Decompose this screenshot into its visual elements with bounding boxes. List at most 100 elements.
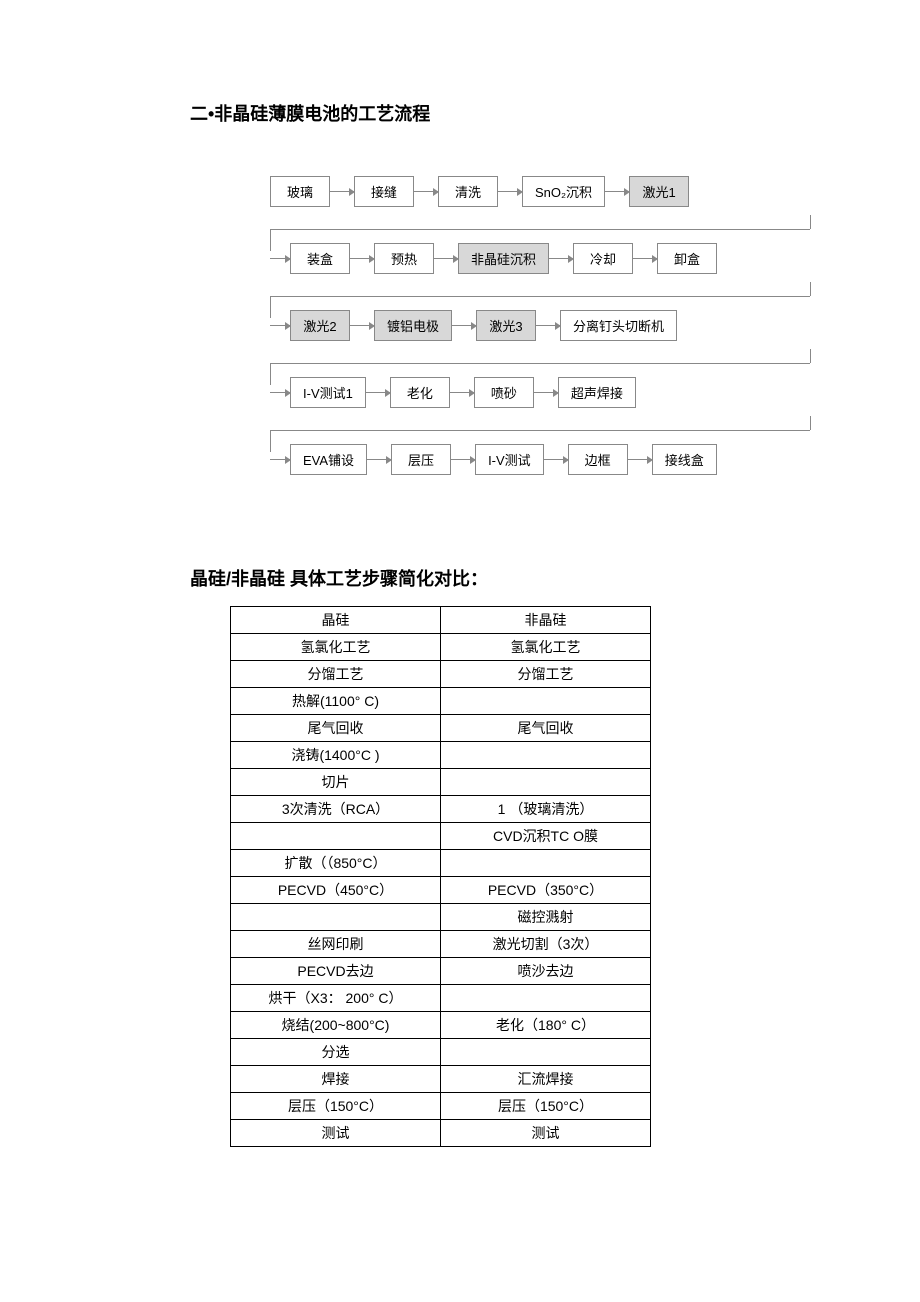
table-row: PECVD（450°C）PECVD（350°C） xyxy=(231,877,651,904)
table-cell: 喷沙去边 xyxy=(441,958,651,985)
table-cell xyxy=(441,1039,651,1066)
arrow-right-icon xyxy=(633,258,657,259)
flow-box: 老化 xyxy=(390,377,450,408)
table-cell: 热解(1100° C) xyxy=(231,688,441,715)
table-cell: 层压（150°C） xyxy=(441,1093,651,1120)
table-cell: PECVD（350°C） xyxy=(441,877,651,904)
flow-box: 分离钉头切断机 xyxy=(560,310,677,341)
table-row: 烘干（X3： 200° C） xyxy=(231,985,651,1012)
table-cell: 烘干（X3： 200° C） xyxy=(231,985,441,1012)
arrow-right-icon xyxy=(270,325,290,326)
table-cell: 丝网印刷 xyxy=(231,931,441,958)
table-cell: 尾气回收 xyxy=(231,715,441,742)
flow-connector xyxy=(270,416,850,444)
flow-connector xyxy=(270,215,850,243)
table-cell: 切片 xyxy=(231,769,441,796)
flow-box: 超声焊接 xyxy=(558,377,636,408)
arrow-right-icon xyxy=(366,392,390,393)
table-cell: CVD沉积TC O膜 xyxy=(441,823,651,850)
table-cell: PECVD（450°C） xyxy=(231,877,441,904)
table-row: 烧结(200~800°C)老化（180° C） xyxy=(231,1012,651,1039)
table-cell: 烧结(200~800°C) xyxy=(231,1012,441,1039)
arrow-right-icon xyxy=(350,325,374,326)
arrow-right-icon xyxy=(434,258,458,259)
table-cell: 测试 xyxy=(441,1120,651,1147)
table-cell: 分选 xyxy=(231,1039,441,1066)
flow-box: 预热 xyxy=(374,243,434,274)
subheading: 晶硅/非晶硅 具体工艺步骤简化对比： xyxy=(190,565,850,591)
table-header-cell: 非晶硅 xyxy=(441,607,651,634)
table-row: 扩散（（850°C） xyxy=(231,850,651,877)
process-flowchart: 玻璃接缝清洗SnO₂沉积激光1装盒预热非晶硅沉积冷却卸盒激光2镀铝电极激光3分离… xyxy=(270,176,850,475)
table-cell xyxy=(231,904,441,931)
arrow-right-icon xyxy=(270,392,290,393)
flow-box: I-V测试 xyxy=(475,444,544,475)
table-row: CVD沉积TC O膜 xyxy=(231,823,651,850)
arrow-right-icon xyxy=(414,191,438,192)
flow-box: 接线盒 xyxy=(652,444,717,475)
flow-box: 激光1 xyxy=(629,176,689,207)
table-row: 层压（150°C）层压（150°C） xyxy=(231,1093,651,1120)
page-heading: 二•非晶硅薄膜电池的工艺流程 xyxy=(190,100,850,126)
flow-connector xyxy=(270,349,850,377)
table-cell xyxy=(441,688,651,715)
flow-box: 镀铝电极 xyxy=(374,310,452,341)
flow-connector xyxy=(270,282,850,310)
flow-row: I-V测试1 老化喷砂超声焊接 xyxy=(270,377,850,408)
table-row: 浇铸(1400°C ) xyxy=(231,742,651,769)
arrow-right-icon xyxy=(534,392,558,393)
flow-box: 卸盒 xyxy=(657,243,717,274)
table-cell: 磁控溅射 xyxy=(441,904,651,931)
table-row: 焊接汇流焊接 xyxy=(231,1066,651,1093)
table-row: 分馏工艺分馏工艺 xyxy=(231,661,651,688)
table-cell xyxy=(441,742,651,769)
table-row: 测试测试 xyxy=(231,1120,651,1147)
arrow-right-icon xyxy=(628,459,652,460)
table-cell: 氢氯化工艺 xyxy=(441,634,651,661)
flow-box: SnO₂沉积 xyxy=(522,176,605,207)
arrow-right-icon xyxy=(452,325,476,326)
flow-box: 激光3 xyxy=(476,310,536,341)
flow-box: 层压 xyxy=(391,444,451,475)
table-cell: 老化（180° C） xyxy=(441,1012,651,1039)
table-header-cell: 晶硅 xyxy=(231,607,441,634)
table-cell: 1 （玻璃清洗） xyxy=(441,796,651,823)
arrow-right-icon xyxy=(270,459,290,460)
table-cell: 测试 xyxy=(231,1120,441,1147)
table-cell xyxy=(441,985,651,1012)
table-cell: 层压（150°C） xyxy=(231,1093,441,1120)
table-row: 切片 xyxy=(231,769,651,796)
table-cell xyxy=(231,823,441,850)
table-cell: 汇流焊接 xyxy=(441,1066,651,1093)
flow-box: 冷却 xyxy=(573,243,633,274)
table-cell: 氢氯化工艺 xyxy=(231,634,441,661)
arrow-right-icon xyxy=(549,258,573,259)
table-row: PECVD去边喷沙去边 xyxy=(231,958,651,985)
flow-box: 边框 xyxy=(568,444,628,475)
arrow-right-icon xyxy=(350,258,374,259)
table-row: 热解(1100° C) xyxy=(231,688,651,715)
arrow-right-icon xyxy=(330,191,354,192)
flow-row: EVA铺设层压I-V测试边框接线盒 xyxy=(270,444,850,475)
flow-row: 装盒预热非晶硅沉积冷却卸盒 xyxy=(270,243,850,274)
arrow-right-icon xyxy=(450,392,474,393)
flow-box: 装盒 xyxy=(290,243,350,274)
comparison-table: 晶硅非晶硅氢氯化工艺氢氯化工艺分馏工艺分馏工艺热解(1100° C)尾气回收尾气… xyxy=(230,606,651,1147)
table-cell xyxy=(441,850,651,877)
arrow-right-icon xyxy=(536,325,560,326)
flow-row: 激光2 镀铝电极激光3 分离钉头切断机 xyxy=(270,310,850,341)
flow-box: 玻璃 xyxy=(270,176,330,207)
flow-box: 激光2 xyxy=(290,310,350,341)
table-cell: 扩散（（850°C） xyxy=(231,850,441,877)
flow-box: 清洗 xyxy=(438,176,498,207)
table-cell: 尾气回收 xyxy=(441,715,651,742)
table-cell: 3次清洗（RCA） xyxy=(231,796,441,823)
table-row: 尾气回收尾气回收 xyxy=(231,715,651,742)
table-cell: 浇铸(1400°C ) xyxy=(231,742,441,769)
table-row: 丝网印刷激光切割（3次） xyxy=(231,931,651,958)
arrow-right-icon xyxy=(498,191,522,192)
flow-box: I-V测试1 xyxy=(290,377,366,408)
arrow-right-icon xyxy=(270,258,290,259)
arrow-right-icon xyxy=(605,191,629,192)
flow-box: 喷砂 xyxy=(474,377,534,408)
